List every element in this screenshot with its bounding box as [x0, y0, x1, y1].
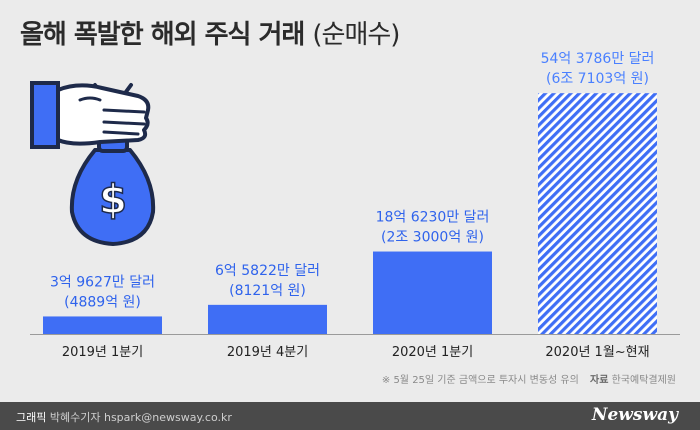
- footer-bar: 그래픽 박혜수기자 hspark@newsway.co.kr Newsway: [0, 402, 700, 430]
- data-label-krw-1: (4889억 원): [64, 294, 141, 310]
- title-main: 올해 폭발한 해외 주식 거래: [20, 20, 305, 50]
- chart-title: 올해 폭발한 해외 주식 거래 (순매수): [20, 14, 400, 51]
- data-label-krw-4: (6조 7103억 원): [546, 71, 649, 87]
- data-labels-group: 3억 9627만 달러 (4889억 원) 6억 5822만 달러 (8121억 원)…: [50, 51, 654, 310]
- bar-3: [373, 251, 492, 334]
- category-label-4: 2020년 1월~현재: [545, 345, 649, 360]
- data-label-usd-3: 18억 6230만 달러: [376, 210, 490, 226]
- bars-group: [43, 93, 657, 335]
- data-label-usd-1: 3억 9627만 달러: [50, 274, 155, 290]
- footnote: ※ 5월 25일 기준 금액으로 투자시 변동성 유의 자료 한국예탁결제원: [382, 371, 676, 386]
- bar-2: [208, 304, 327, 334]
- bar-4: [538, 93, 657, 335]
- money-bag-hand-icon: $: [30, 81, 156, 246]
- source-label: 자료: [590, 375, 609, 386]
- category-label-2: 2019년 4분기: [227, 345, 308, 360]
- newsway-logo: Newsway: [591, 405, 678, 425]
- note-text: ※ 5월 25일 기준 금액으로 투자시 변동성 유의: [381, 375, 579, 386]
- title-sub: (순매수): [312, 20, 400, 50]
- credit-label: 그래픽: [16, 411, 47, 424]
- source-name: 한국예탁결제원: [611, 375, 676, 386]
- data-label-usd-2: 6억 5822만 달러: [215, 263, 320, 279]
- bar-1: [43, 316, 162, 334]
- data-label-usd-4: 54억 3786만 달러: [541, 51, 655, 67]
- data-label-krw-2: (8121억 원): [229, 283, 306, 299]
- svg-text:$: $: [99, 177, 127, 223]
- credit-author: 박혜수기자 hspark@newsway.co.kr: [49, 411, 232, 424]
- data-label-krw-3: (2조 3000억 원): [381, 230, 484, 246]
- category-label-3: 2020년 1분기: [392, 345, 473, 360]
- category-label-1: 2019년 1분기: [62, 345, 143, 360]
- graphic-credit: 그래픽 박혜수기자 hspark@newsway.co.kr: [16, 409, 232, 425]
- category-labels-group: 2019년 1분기 2019년 4분기 2020년 1분기 2020년 1월~현재: [62, 345, 650, 360]
